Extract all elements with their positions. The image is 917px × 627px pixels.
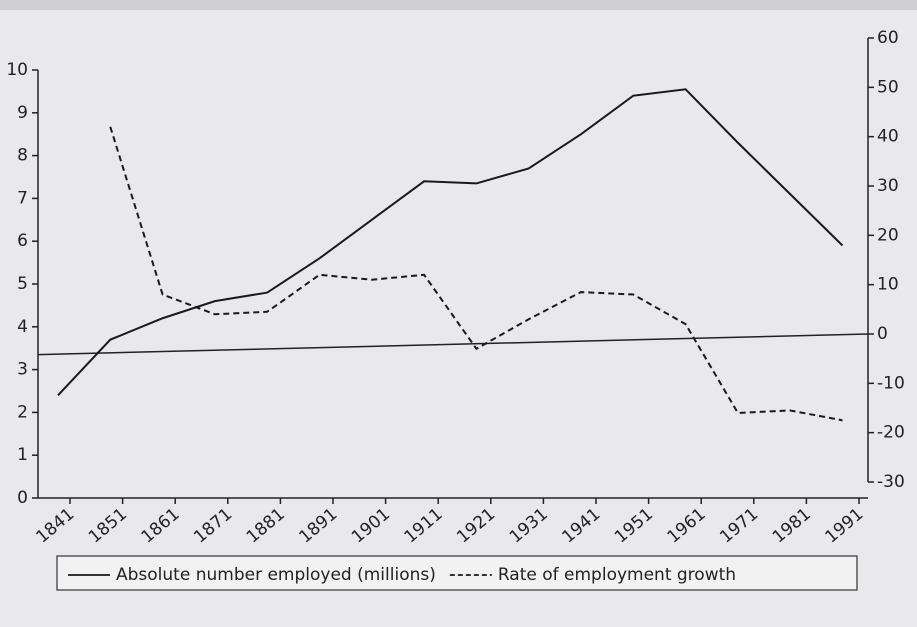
- y-tick-label: 5: [17, 274, 28, 294]
- y2-tick-label: 50: [877, 77, 899, 97]
- legend-box: [56, 555, 858, 591]
- zero-line: [37, 333, 869, 356]
- y-tick-label: 4: [17, 317, 28, 337]
- y-tick-label: 0: [17, 488, 28, 508]
- y2-tick-label: 20: [877, 225, 899, 245]
- y2-tick-label: 60: [877, 28, 899, 48]
- y2-tick-label: 10: [877, 275, 899, 295]
- legend-label: Absolute number employed (millions): [116, 565, 436, 585]
- y-tick-label: 8: [17, 146, 28, 166]
- legend-label: Rate of employment growth: [498, 565, 736, 585]
- y2-tick-label: -10: [877, 373, 905, 393]
- y-tick-label: 9: [17, 103, 28, 123]
- y-tick-label: 10: [6, 60, 28, 80]
- y2-tick-label: -30: [877, 472, 905, 492]
- series-line: [57, 88, 844, 396]
- y-tick-label: 1: [17, 445, 28, 465]
- y-tick-label: 6: [17, 231, 28, 251]
- y-tick-label: 2: [17, 402, 28, 422]
- top-edge: [0, 0, 917, 10]
- y2-tick-label: 40: [877, 127, 899, 147]
- series-line: [109, 126, 843, 422]
- y2-tick-label: -20: [877, 423, 905, 443]
- y-tick-label: 7: [17, 188, 28, 208]
- y-tick-label: 3: [17, 360, 28, 380]
- y2-tick-label: 30: [877, 176, 899, 196]
- y2-tick-label: 0: [877, 324, 888, 344]
